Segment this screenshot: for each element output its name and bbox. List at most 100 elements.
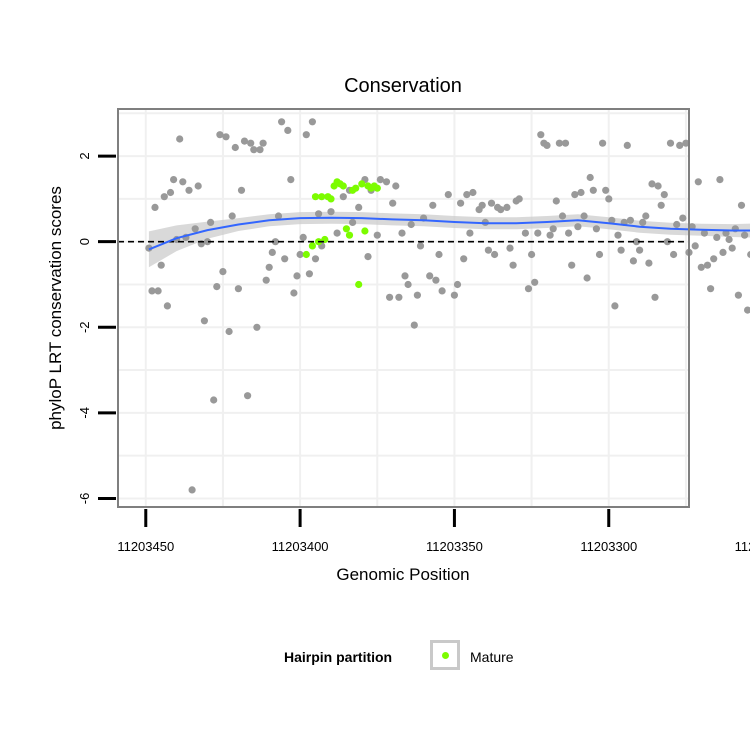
data-point: [583, 274, 591, 282]
data-point-mature: [302, 250, 310, 259]
data-point: [568, 261, 576, 269]
plot-panel-border: [117, 108, 690, 508]
data-point: [287, 176, 295, 184]
data-point: [185, 186, 193, 194]
legend-key: [430, 640, 460, 670]
data-point: [487, 199, 496, 207]
data-point: [253, 323, 261, 331]
data-point-mature: [355, 280, 363, 289]
data-point: [160, 193, 168, 201]
data-point: [308, 118, 316, 126]
data-point: [435, 250, 443, 259]
data-point: [629, 257, 638, 265]
data-point: [349, 218, 357, 226]
confidence-ribbon: [148, 211, 750, 268]
data-point: [506, 244, 514, 252]
y-tick-label: -4: [77, 407, 92, 419]
data-point: [528, 250, 536, 259]
data-point: [657, 201, 665, 209]
data-point: [219, 268, 227, 276]
data-point: [469, 188, 477, 197]
data-point-mature: [342, 225, 350, 233]
data-point: [654, 182, 662, 190]
data-point-mature: [327, 195, 335, 203]
chart-title: Conservation: [344, 75, 462, 97]
data-point: [413, 291, 421, 299]
data-point: [691, 242, 699, 250]
data-point: [262, 276, 270, 284]
data-point-mature: [308, 242, 316, 250]
data-point: [228, 212, 236, 220]
data-point: [225, 327, 233, 336]
data-point: [457, 199, 465, 207]
data-point: [244, 392, 252, 400]
data-point: [463, 191, 471, 199]
data-point: [484, 246, 492, 254]
data-point: [543, 141, 551, 149]
data-point: [580, 212, 588, 220]
data-point: [608, 216, 616, 224]
data-point: [355, 203, 363, 211]
data-point: [290, 289, 298, 297]
data-point: [636, 246, 644, 254]
data-point: [552, 197, 560, 205]
y-axis: 2 0 -2 -4 -6: [77, 152, 116, 504]
data-point: [327, 208, 335, 216]
data-point: [256, 146, 264, 154]
x-tick-label: 11203450: [117, 539, 174, 554]
data-point-mature: [311, 193, 320, 201]
data-point: [392, 182, 400, 190]
data-point: [611, 302, 619, 310]
data-point: [694, 178, 702, 186]
data-point: [268, 248, 276, 256]
data-point: [386, 293, 394, 301]
data-point-mature: [352, 184, 360, 192]
data-point: [605, 195, 613, 203]
data-point: [546, 231, 554, 239]
data-point: [234, 285, 242, 293]
data-point: [176, 135, 184, 143]
data-point: [478, 201, 486, 209]
data-point: [497, 206, 505, 214]
data-point: [237, 186, 246, 194]
data-point: [200, 317, 208, 325]
data-point: [395, 293, 403, 301]
data-point: [278, 118, 286, 126]
ribbon-area: [148, 211, 750, 268]
data-point: [707, 285, 715, 293]
data-point: [231, 143, 239, 152]
data-point: [617, 246, 625, 254]
data-point: [682, 139, 690, 147]
data-point: [537, 131, 545, 139]
data-point: [700, 229, 709, 237]
data-point: [719, 248, 727, 256]
data-point: [577, 188, 585, 197]
data-point: [734, 291, 743, 299]
data-point-mature: [361, 227, 369, 235]
data-point: [676, 141, 684, 149]
data-point: [154, 287, 162, 295]
data-point: [524, 285, 533, 293]
data-point: [376, 176, 384, 184]
data-point: [741, 231, 749, 239]
data-point: [725, 235, 733, 244]
data-point-mature: [373, 184, 381, 192]
data-point: [216, 131, 224, 139]
data-point: [293, 272, 301, 280]
data-point: [401, 272, 409, 280]
x-tick-label: 11203350: [426, 539, 483, 554]
data-point: [339, 193, 347, 201]
data-point: [660, 191, 668, 199]
data-point: [515, 195, 523, 203]
x-tick-label: 11203400: [272, 539, 329, 554]
smooth-line: [118, 216, 750, 251]
data-point: [194, 182, 202, 190]
data-point: [432, 276, 440, 284]
data-point: [151, 203, 159, 211]
data-point-mature: [345, 231, 354, 239]
data-point: [614, 231, 622, 239]
data-point: [271, 238, 279, 246]
data-point: [648, 180, 656, 188]
data-point: [170, 176, 178, 184]
